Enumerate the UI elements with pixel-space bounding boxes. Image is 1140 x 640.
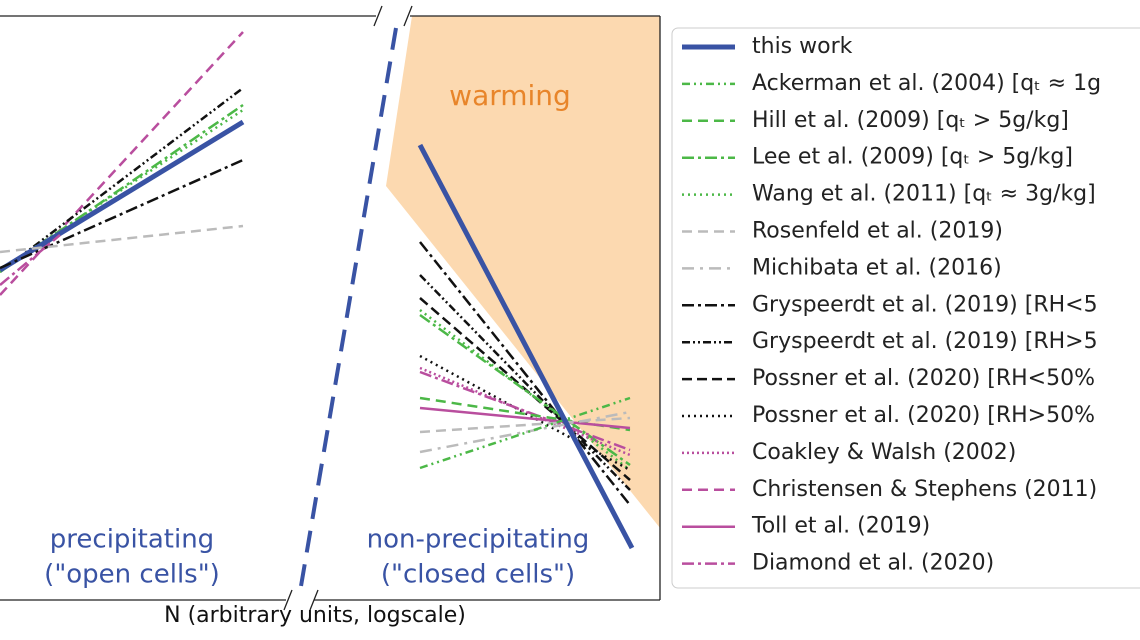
regime-label: ("open cells") (44, 560, 220, 590)
slope-line (0, 119, 245, 273)
legend-label: this work (752, 34, 853, 59)
legend-label: Toll et al. (2019) (751, 514, 930, 539)
legend-label: Rosenfeld et al. (2019) (752, 219, 1003, 244)
slope-line (0, 234, 61, 286)
legend-label: Coakley & Walsh (2002) (752, 440, 1016, 465)
slope-line (0, 31, 244, 296)
warming-region (386, 16, 660, 528)
legend-label: Lee et al. (2009) [qₜ > 5g/kg] (752, 145, 1073, 170)
slope-line (419, 241, 631, 506)
legend-label: Ackerman et al. (2004) [qₜ ≈ 1g (752, 71, 1101, 96)
regime-label: non-precipitating (367, 525, 590, 555)
slope-line (419, 370, 631, 452)
legend-label: Gryspeerdt et al. (2019) [RH>5 (752, 329, 1098, 354)
slope-line (0, 224, 244, 254)
slope-line (0, 158, 244, 270)
legend-box (671, 27, 1140, 589)
legend-label: Wang et al. (2011) [qₜ ≈ 3g/kg] (752, 182, 1096, 207)
slope-line (419, 396, 631, 470)
x-axis-label: N (arbitrary units, logscale) (164, 603, 466, 628)
schematic-lines (0, 31, 635, 550)
warming-label: warming (449, 79, 571, 112)
legend-label: Possner et al. (2020) [RH<50% (752, 366, 1095, 391)
slope-line (417, 143, 635, 550)
slope-line (419, 416, 631, 434)
legend-label: Hill et al. (2009) [qₜ > 5g/kg] (752, 108, 1069, 133)
legend-label: Diamond et al. (2020) (752, 551, 994, 576)
slope-line (419, 406, 631, 430)
slope-line (419, 313, 631, 467)
regime-label: precipitating (50, 525, 214, 555)
legend-label: Christensen & Stephens (2011) (752, 477, 1097, 502)
slope-line (0, 87, 244, 273)
legend-label: Michibata et al. (2016) (752, 255, 1002, 280)
slope-line (419, 274, 631, 491)
slope-line (419, 309, 631, 471)
regime-label: ("closed cells") (381, 560, 575, 590)
axis-break (298, 27, 398, 593)
legend-label: Gryspeerdt et al. (2019) [RH<5 (752, 292, 1098, 317)
legend: this work Ackerman et al. (2004) [qₜ ≈ 1g… (682, 34, 1101, 576)
slope-line (419, 410, 631, 454)
frame (0, 5, 661, 611)
legend-label: Possner et al. (2020) [RH>50% (752, 403, 1095, 428)
slope-line (419, 354, 631, 472)
